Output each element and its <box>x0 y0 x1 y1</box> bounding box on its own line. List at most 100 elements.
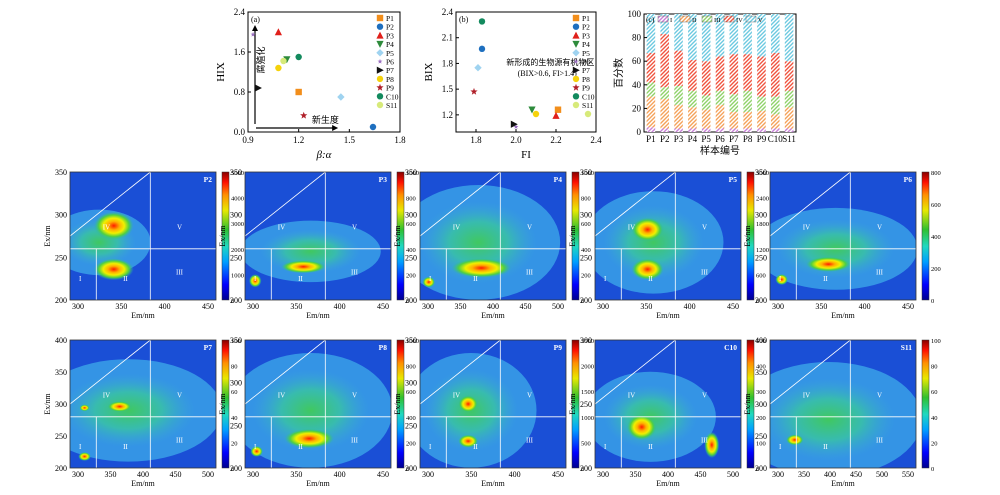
x-axis-label: Em/nm <box>656 479 680 488</box>
y-axis-label: HIX <box>215 62 227 82</box>
legend-label: P4 <box>386 40 394 49</box>
region-label-IV: IV <box>453 224 460 232</box>
legend-label: IV <box>736 17 743 24</box>
legend-marker-P4 <box>376 40 384 48</box>
data-point-P9 <box>300 111 308 119</box>
x-tick-label: 350 <box>798 470 810 479</box>
data-point-S11 <box>584 110 592 118</box>
colorbar-tick-label: 500 <box>581 440 591 447</box>
x-tick-label: 450 <box>202 302 214 311</box>
plot-frame <box>455 11 597 133</box>
y-tick-label: 250 <box>55 432 67 441</box>
rayleigh-line <box>245 172 326 237</box>
y-tick-label: 350 <box>55 368 67 377</box>
y-tick-label: 200 <box>405 464 417 473</box>
x-tick-label: 400 <box>824 470 836 479</box>
colorbar-tick-label: 500 <box>756 338 766 345</box>
legend-label: P1 <box>582 14 590 23</box>
contour-peak <box>249 444 264 458</box>
y-tick-label: 40 <box>632 80 642 90</box>
y-tick-label: 300 <box>55 400 67 409</box>
y-tick-label: 250 <box>230 421 242 430</box>
plot-frame <box>769 171 917 301</box>
colorbar-tick-label: 400 <box>406 247 416 254</box>
contour-mid <box>251 369 370 452</box>
panel-label: P2 <box>204 175 213 184</box>
rayleigh-line <box>70 172 151 237</box>
x-tick-label: P1 <box>646 134 656 144</box>
region-label-I: I <box>254 275 257 283</box>
annotation-humification: 腐殖化 <box>255 46 266 73</box>
y-tick-label: 400 <box>55 336 67 345</box>
region-label-V: V <box>527 224 532 232</box>
region-label-III: III <box>526 268 534 276</box>
x-tick-label: 400 <box>684 302 696 311</box>
region-label-II: II <box>298 443 303 451</box>
data-point-P9 <box>470 87 478 95</box>
bar-segment-P2-IV <box>660 34 670 88</box>
colorbar-tick-label: 20 <box>931 440 938 447</box>
x-tick-label: 450 <box>170 470 182 479</box>
x-tick-label: 450 <box>850 470 862 479</box>
colorbar-tick-label: 0 <box>406 298 409 305</box>
y-tick-label: 250 <box>230 253 242 262</box>
panel-label: (b) <box>459 15 469 24</box>
bar-segment-P5-I <box>701 128 711 132</box>
legend-marker-C10 <box>572 93 580 100</box>
y-axis-label: 百分数 <box>612 58 625 88</box>
region-label-I: I <box>604 443 607 451</box>
scatter-panel-b: 1.8 2.0 2.2 2.4 1.2 1.5 1.8 2.1 2.4 FI BIX (b) 新形成的生… <box>423 7 602 161</box>
region-label-I: I <box>79 275 82 283</box>
colorbar-tick-label: 1000 <box>231 272 244 279</box>
bar-segment-S11-IV <box>784 61 794 91</box>
x-tick-label: P8 <box>743 134 753 144</box>
arrow-head <box>252 25 258 31</box>
bar-segment-P5-III <box>701 95 711 110</box>
bar-segment-P3-IV <box>674 50 683 86</box>
bar-segment-P8-IV <box>743 54 752 91</box>
y-tick-label: 350 <box>755 168 767 177</box>
x-tick-label: 450 <box>727 302 739 311</box>
y-axis-label: Ex/nm <box>568 393 577 415</box>
legend-label: P4 <box>582 40 590 49</box>
y-tick-label: 0.0 <box>234 127 246 137</box>
y-tick-label: 300 <box>405 211 417 220</box>
bar-segment-P1-V <box>646 14 656 53</box>
colorbar-tick-label: 0 <box>581 466 584 473</box>
y-tick-label: 200 <box>755 464 767 473</box>
legend-marker-P6 <box>573 58 579 64</box>
region-label-V: V <box>877 392 882 400</box>
bar-segment-P8-II <box>743 111 752 129</box>
bar-segment-C10-II <box>770 114 780 129</box>
y-tick-label: 300 <box>580 211 592 220</box>
legend-marker-C10 <box>376 93 384 100</box>
contour-peak <box>446 256 517 280</box>
bar-segment-P7-III <box>729 94 739 112</box>
colorbar-tick-label: 0 <box>931 466 934 473</box>
legend-swatch-IV <box>723 15 735 23</box>
y-tick-label: 250 <box>755 253 767 262</box>
x-axis-label: Em/nm <box>306 311 330 320</box>
x-tick-label: 400 <box>159 302 171 311</box>
legend-label: C10 <box>386 92 399 101</box>
y-tick-label: 80 <box>632 33 642 43</box>
legend-label: II <box>692 17 696 24</box>
colorbar-tick-label: 200 <box>406 440 416 447</box>
colorbar-tick-label: 800 <box>406 364 416 371</box>
x-tick-label: 300 <box>597 470 609 479</box>
colorbar-tick-label: 3000 <box>231 221 244 228</box>
region-label-III: III <box>351 268 359 276</box>
x-tick-label: 300 <box>72 302 84 311</box>
x-tick-label: 450 <box>377 470 389 479</box>
panel-label: P6 <box>904 175 913 184</box>
panel-label: (c) <box>646 15 655 24</box>
bar-segment-P7-IV <box>729 54 739 95</box>
bar-segment-P5-V <box>701 14 711 62</box>
y-tick-label: 350 <box>230 168 242 177</box>
